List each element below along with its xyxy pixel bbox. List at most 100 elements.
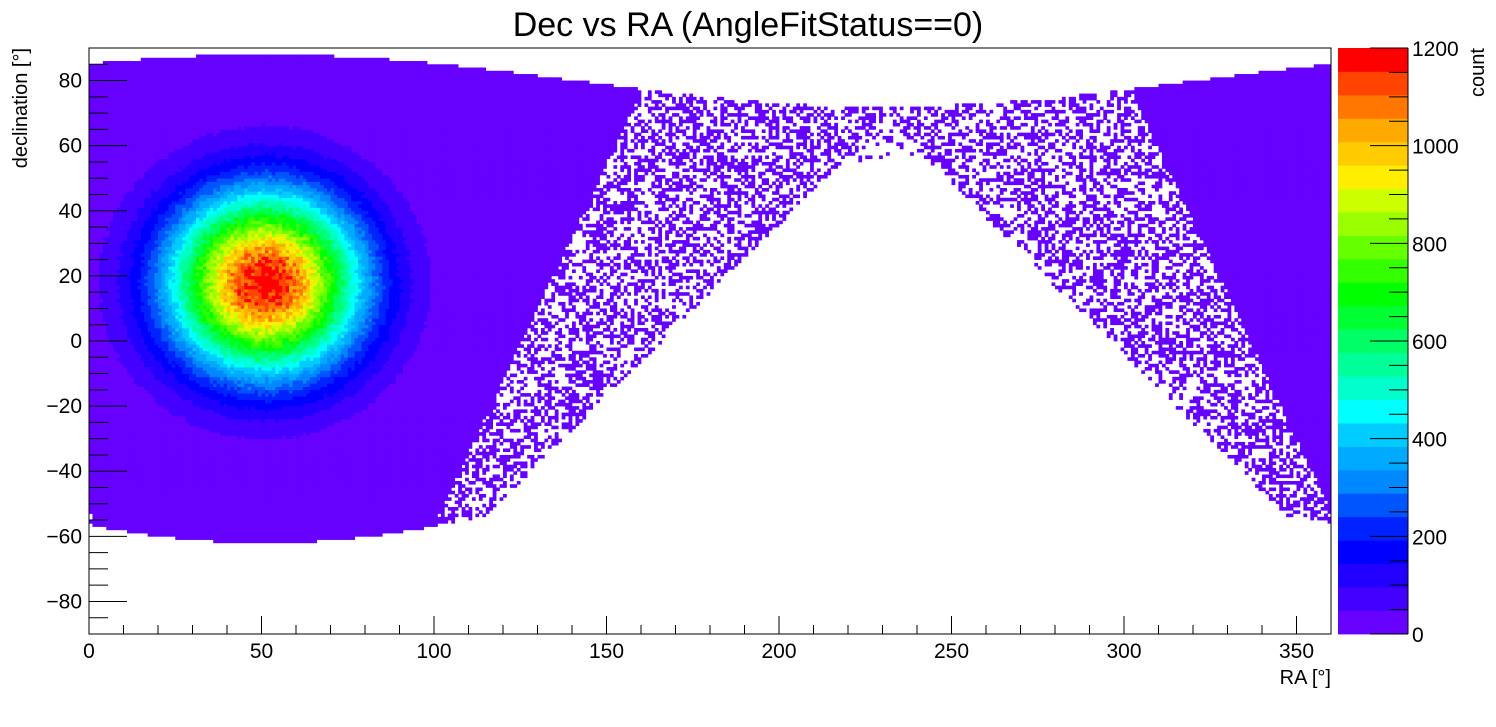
heat-cell	[202, 419, 207, 423]
heat-cell	[199, 471, 204, 475]
heat-cell	[106, 253, 111, 257]
heat-cell	[120, 256, 124, 260]
heat-cell	[202, 314, 207, 319]
heat-cell	[133, 142, 138, 147]
heat-cell	[140, 406, 145, 410]
heat-cell	[189, 503, 193, 508]
heat-cell	[120, 220, 124, 225]
heat-cell	[154, 135, 159, 140]
heat-cell	[89, 269, 93, 273]
heat-cell	[182, 324, 186, 329]
heat-cell	[161, 187, 166, 192]
heat-cell	[133, 90, 138, 94]
heat-cell	[137, 461, 142, 466]
heat-cell	[178, 178, 183, 182]
heat-cell	[161, 386, 166, 391]
heat-cell	[133, 249, 138, 254]
heat-cell	[178, 409, 183, 413]
heat-cell	[175, 516, 180, 521]
heat-cell	[137, 119, 142, 124]
heat-cell	[158, 354, 162, 358]
heat-cell	[89, 412, 93, 417]
heat-cell	[147, 279, 152, 283]
heat-cell	[171, 497, 176, 501]
heat-cell	[123, 187, 128, 192]
heat-cell	[195, 389, 200, 394]
heat-cell	[175, 350, 180, 355]
heat-cell	[168, 507, 173, 511]
heat-cell	[126, 490, 131, 495]
heat-cell	[95, 90, 100, 94]
heat-cell	[99, 240, 104, 244]
heat-cell	[102, 441, 107, 446]
heat-cell	[189, 210, 193, 215]
heat-cell	[192, 256, 197, 260]
heat-cell	[171, 484, 176, 488]
heat-cell	[202, 503, 207, 508]
heat-cell	[202, 292, 207, 296]
heat-cell	[154, 148, 159, 153]
heat-cell	[89, 93, 93, 98]
heat-cell	[168, 334, 173, 339]
heat-cell	[168, 204, 173, 208]
heat-cell	[182, 494, 186, 498]
heat-cell	[106, 520, 111, 524]
heat-cell	[185, 445, 190, 449]
heat-cell	[189, 116, 193, 120]
heat-cell	[175, 106, 180, 111]
heat-cell	[133, 217, 138, 221]
heat-cell	[92, 318, 97, 322]
heat-cell	[171, 201, 176, 205]
heat-cell	[195, 500, 200, 505]
heat-cell	[113, 152, 117, 156]
heat-cell	[95, 148, 100, 153]
heat-cell	[106, 523, 111, 527]
heat-cell	[133, 106, 138, 111]
heat-cell	[154, 132, 159, 137]
heat-cell	[154, 57, 159, 62]
heat-cell	[164, 396, 169, 400]
heat-cell	[106, 324, 111, 329]
heat-cell	[202, 243, 207, 247]
heat-cell	[185, 520, 190, 524]
heat-cell	[147, 109, 152, 114]
heat-cell	[133, 500, 138, 505]
heat-cell	[189, 337, 193, 342]
heat-cell	[102, 367, 107, 371]
heat-cell	[89, 500, 93, 505]
heat-cell	[182, 106, 186, 111]
heat-cell	[137, 253, 142, 257]
heat-cell	[154, 240, 159, 244]
heat-cell	[120, 96, 124, 101]
heat-cell	[140, 100, 145, 104]
heat-cell	[175, 494, 180, 498]
heat-cell	[120, 269, 124, 273]
heat-cell	[147, 487, 152, 492]
heat-cell	[99, 337, 104, 342]
heat-cell	[147, 370, 152, 374]
heat-cell	[147, 402, 152, 407]
heat-cell	[133, 83, 138, 88]
heat-cell	[192, 259, 197, 264]
heat-cell	[92, 184, 97, 189]
heat-cell	[199, 331, 204, 335]
heat-cell	[95, 523, 100, 527]
heat-cell	[195, 204, 200, 208]
heat-cell	[102, 168, 107, 173]
heat-cell	[123, 428, 128, 433]
heat-cell	[144, 370, 148, 374]
heat-cell	[89, 262, 93, 267]
heat-cell	[199, 103, 204, 107]
heat-cell	[192, 155, 197, 160]
heat-cell	[202, 227, 207, 231]
heat-cell	[123, 490, 128, 495]
heat-cell	[123, 393, 128, 397]
heat-cell	[154, 64, 159, 68]
heat-cell	[126, 204, 131, 208]
heat-cell	[126, 354, 131, 358]
heat-cell	[182, 321, 186, 326]
heat-cell	[113, 197, 117, 202]
heat-cell	[192, 510, 197, 514]
heat-cell	[95, 344, 100, 348]
heat-cell	[171, 425, 176, 430]
